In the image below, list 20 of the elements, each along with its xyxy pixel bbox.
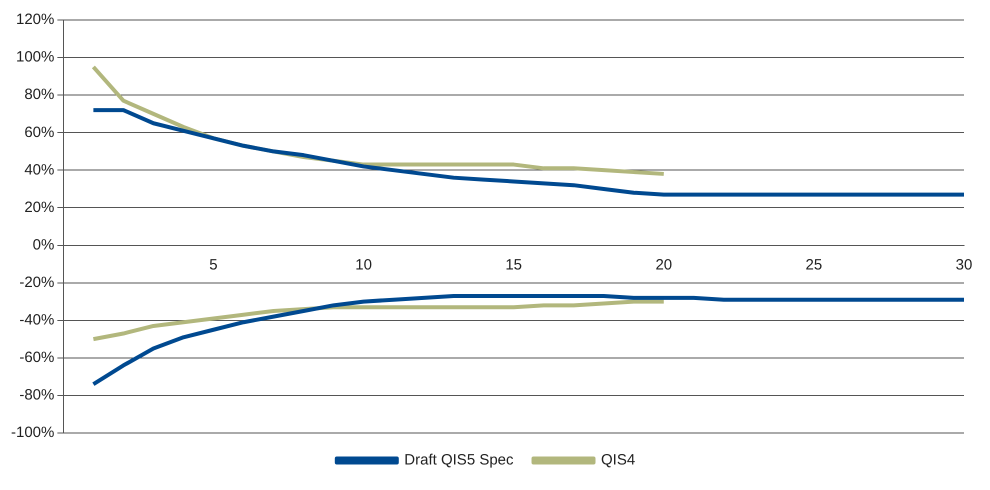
y-tick-label: 60% — [24, 124, 54, 141]
x-tick-label: 30 — [956, 256, 972, 274]
x-tick-label: 15 — [505, 256, 522, 274]
y-tick-label: -40% — [19, 312, 54, 329]
legend-label: QIS4 — [601, 452, 636, 469]
x-tick-label: 20 — [655, 256, 672, 274]
x-tick-label: 25 — [806, 256, 822, 274]
y-tick-label: 20% — [24, 198, 54, 216]
y-tick-label: 120% — [16, 11, 54, 28]
x-tick-label: 5 — [209, 256, 218, 274]
y-tick-label: 40% — [24, 161, 54, 178]
y-tick-label: -80% — [19, 386, 54, 404]
y-tick-label: 100% — [16, 48, 54, 66]
x-tick-label: 10 — [355, 256, 372, 274]
legend-label: Draft QIS5 Spec — [404, 452, 514, 469]
y-tick-label: 80% — [24, 86, 54, 104]
y-tick-label: -60% — [19, 349, 54, 366]
y-tick-label: -100% — [11, 424, 54, 442]
y-tick-label: 0% — [32, 236, 54, 254]
y-tick-label: -20% — [19, 274, 54, 291]
